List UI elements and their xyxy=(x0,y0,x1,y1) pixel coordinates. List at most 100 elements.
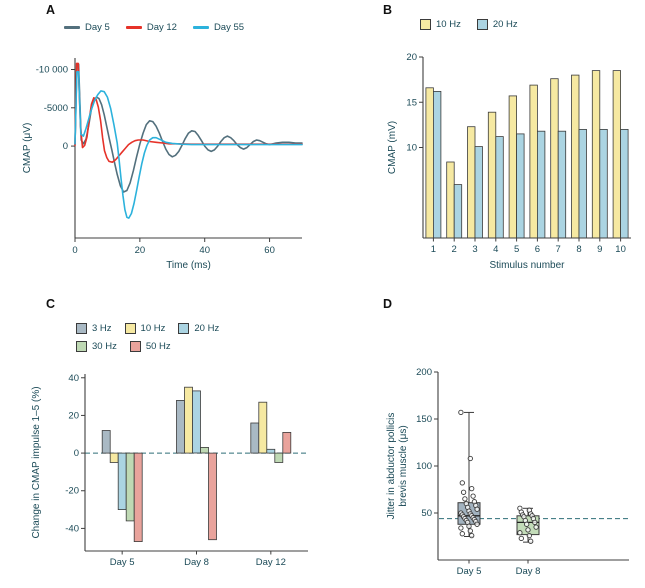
tick-label: 15 xyxy=(406,97,417,108)
scatter-point xyxy=(524,521,530,527)
bar-10-hz-day-12 xyxy=(258,401,268,454)
tick-label: -20 xyxy=(65,486,79,497)
scatter-point xyxy=(474,521,480,527)
scatter-point xyxy=(459,531,465,537)
legend-label: Day 55 xyxy=(213,22,245,33)
panel-c-legend: 3 Hz 10 Hz 20 Hz 30 Hz 50 Hz xyxy=(76,323,272,352)
y-axis-label: CMAP (μV) xyxy=(22,123,33,174)
bar-10-hz-2 xyxy=(446,161,455,239)
y-axis-label: Jitter in abductor pollicis xyxy=(386,413,397,520)
tick-label: 8 xyxy=(576,244,581,255)
legend-swatch-30-hz xyxy=(76,341,87,352)
panel-label-a: A xyxy=(46,3,56,17)
legend-swatch-20-hz xyxy=(476,19,488,30)
bar-20-hz-8 xyxy=(578,128,587,239)
bar-20-hz-9 xyxy=(599,128,608,239)
legend-swatch-50-hz xyxy=(129,341,141,352)
bar-10-hz-5 xyxy=(508,95,518,239)
bar-50-hz-day-5 xyxy=(133,452,143,543)
trace-day-55 xyxy=(74,71,303,219)
legend-swatch-10-hz xyxy=(420,19,431,30)
bar-10-hz-day-5 xyxy=(109,452,119,463)
scatter-point xyxy=(517,530,523,536)
x-axis-label: Time (ms) xyxy=(166,260,211,271)
bar-10-hz-day-8 xyxy=(184,386,193,454)
tick-label: 9 xyxy=(597,244,602,255)
bar-30-hz-day-5 xyxy=(125,452,135,522)
panel-a: A Day 5 Day 12 Day 55 -10 000 -5000 0 0 20 40 60… xyxy=(0,0,322,294)
legend-item-day-55: Day 55 xyxy=(192,22,245,33)
bar-20-hz-day-5 xyxy=(117,452,127,511)
scatter-point xyxy=(458,409,464,416)
tick-label: -10 000 xyxy=(36,64,68,75)
bar-20-hz-1 xyxy=(433,91,442,239)
bar-3-hz-day-12 xyxy=(250,422,260,454)
bar-20-hz-5 xyxy=(516,133,525,239)
bar-50-hz-day-8 xyxy=(208,452,217,541)
panel-d: D Day 5 Day 8 50 100 150 200 Jitter in abducto… xyxy=(323,294,645,588)
tick-label: 100 xyxy=(416,461,432,472)
tick-label: Day 8 xyxy=(516,566,541,577)
tick-label: -5000 xyxy=(44,103,68,114)
panel-d-chart: Day 5 Day 8 50 100 150 200 Jitter in abductor … xyxy=(386,367,629,577)
scatter-point xyxy=(533,524,539,530)
bar-20-hz-day-8 xyxy=(192,390,201,454)
legend-item-30-hz: 30 Hz xyxy=(76,341,117,352)
tick-label: 200 xyxy=(416,367,432,378)
scatter-point xyxy=(469,532,475,539)
y-axis-label: CMAP (mV) xyxy=(387,121,398,174)
tick-label: 20 xyxy=(406,52,417,63)
tick-label: -40 xyxy=(65,523,79,534)
legend-label: Day 5 xyxy=(85,22,110,33)
bar-3-hz-day-8 xyxy=(176,400,185,454)
legend-swatch-3-hz xyxy=(76,323,87,334)
legend-swatch-day-5 xyxy=(64,26,80,29)
legend-label: 30 Hz xyxy=(92,341,117,352)
scatter-point xyxy=(474,506,480,512)
tick-label: 7 xyxy=(556,244,561,255)
trace-day-5 xyxy=(74,63,303,193)
bar-30-hz-day-12 xyxy=(274,452,284,463)
legend-item-3-hz: 3 Hz xyxy=(76,323,112,334)
scatter-point xyxy=(459,480,465,486)
scatter-point xyxy=(526,532,532,539)
legend-item-20-hz: 20 Hz xyxy=(476,19,518,30)
legend-item-10-hz: 10 Hz xyxy=(124,323,166,334)
bar-30-hz-day-8 xyxy=(200,446,209,454)
panel-a-chart: -10 000 -5000 0 0 20 40 60 Time (ms) CMAP (μV) xyxy=(22,58,303,271)
legend-swatch-10-hz xyxy=(124,323,136,334)
tick-label: 3 xyxy=(472,244,477,255)
bar-10-hz-3 xyxy=(467,126,476,239)
panel-b-legend: 10 Hz 20 Hz xyxy=(420,19,518,30)
trace-day-12 xyxy=(74,62,303,163)
panel-c: C 3 Hz 10 Hz 20 Hz 30 Hz 50 Hz Day 5 Day 8 Day… xyxy=(0,294,322,588)
bar-20-hz-10 xyxy=(620,128,629,239)
legend-label: 10 Hz xyxy=(140,323,166,334)
bar-10-hz-4 xyxy=(487,111,497,239)
tick-label: 10 xyxy=(406,143,417,154)
legend-item-50-hz: 50 Hz xyxy=(129,341,171,352)
scatter-point xyxy=(460,489,467,495)
legend-item-20-hz: 20 Hz xyxy=(178,323,219,334)
tick-label: 150 xyxy=(416,414,432,425)
tick-label: 10 xyxy=(615,244,626,255)
tick-label: 40 xyxy=(68,373,79,384)
legend-item-day-5: Day 5 xyxy=(64,22,110,33)
legend-label: 20 Hz xyxy=(492,19,518,30)
bar-10-hz-6 xyxy=(529,84,538,239)
legend-label: 3 Hz xyxy=(92,323,112,334)
bar-20-hz-7 xyxy=(557,130,567,239)
tick-label: 4 xyxy=(493,244,498,255)
bar-20-hz-3 xyxy=(474,146,483,239)
panel-label-c: C xyxy=(46,297,56,311)
legend-label: 10 Hz xyxy=(436,19,461,30)
scatter-point xyxy=(458,525,464,531)
bar-10-hz-9 xyxy=(591,70,601,239)
panel-a-legend: Day 5 Day 12 Day 55 xyxy=(64,22,244,33)
tick-label: Day 5 xyxy=(110,557,135,568)
legend-label: Day 12 xyxy=(146,22,177,33)
bar-10-hz-8 xyxy=(571,74,580,239)
tick-label: 2 xyxy=(452,244,457,255)
legend-swatch-day-12 xyxy=(125,26,142,29)
scatter-point xyxy=(528,538,534,544)
